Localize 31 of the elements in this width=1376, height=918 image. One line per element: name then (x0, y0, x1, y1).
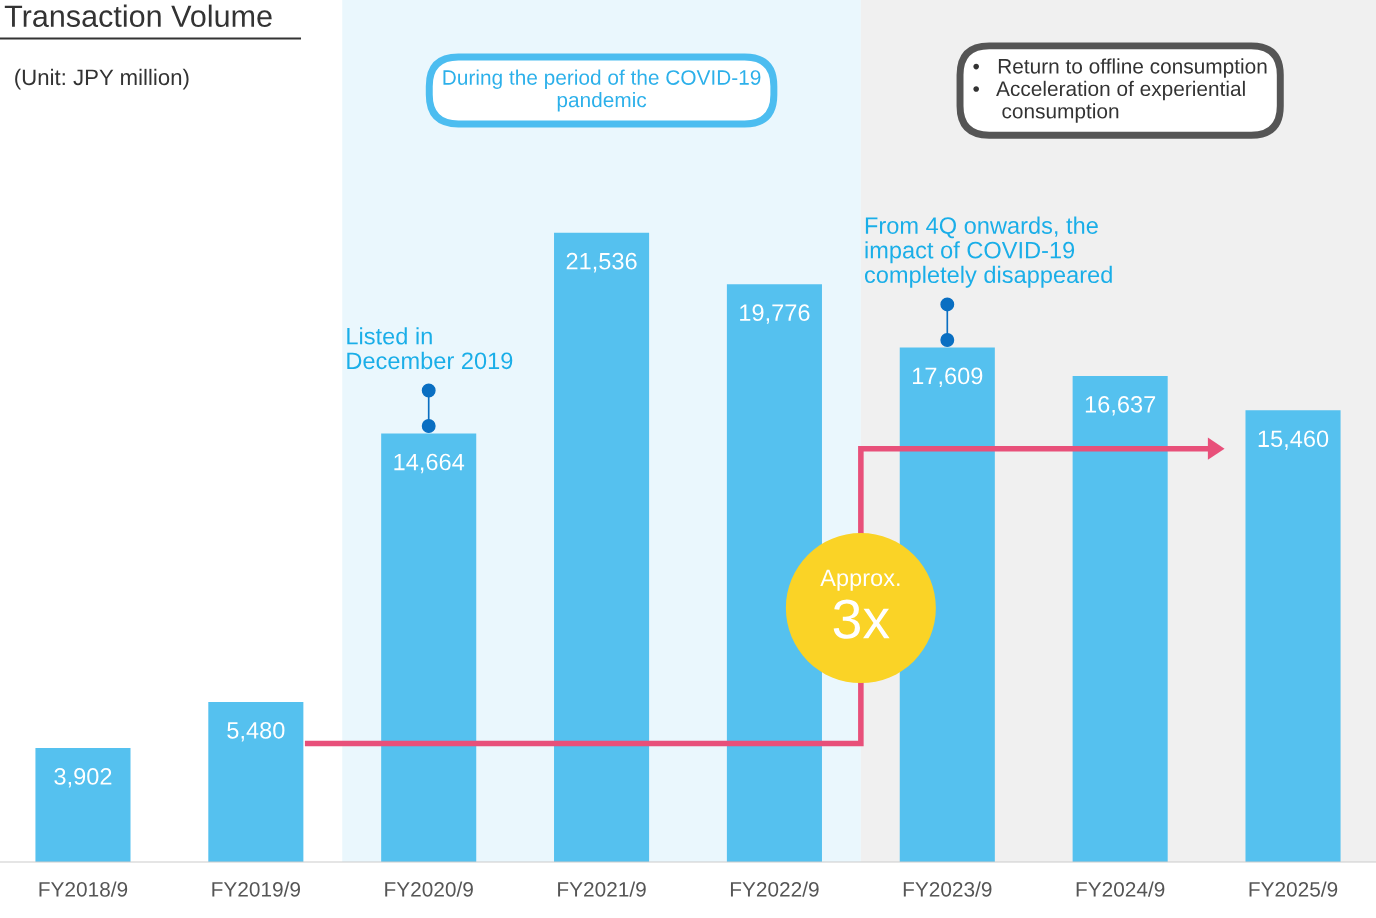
annotation: From 4Q onwards, the impact of COVID-19 completely disappeared (864, 216, 1112, 288)
data-label: 5,480 (227, 721, 285, 742)
bar (726, 284, 822, 862)
x-tick-label: FY2021/9 (558, 881, 646, 897)
band-label: During the period of the COVID-19 pandemic (443, 69, 761, 112)
data-label: 19,776 (740, 304, 810, 324)
band-label: • Return to offline consumption • Acceleration of experiential consumption (973, 58, 1267, 123)
data-label: 14,664 (394, 453, 465, 474)
x-tick-label: FY2025/9 (1249, 881, 1338, 897)
bar (1072, 375, 1168, 862)
bar (381, 433, 477, 862)
bar (1245, 410, 1341, 862)
bar (899, 347, 995, 862)
data-label: 16,637 (1085, 396, 1156, 416)
x-tick-label: FY2019/9 (212, 881, 301, 897)
annotation: Approx. 3x (820, 569, 900, 639)
x-tick-label: FY2018/9 (39, 881, 128, 897)
x-tick-label: FY2020/9 (385, 881, 473, 897)
x-tick-label: FY2023/9 (903, 881, 992, 897)
data-label: 21,536 (566, 252, 637, 273)
chart-title: Transaction Volume (4, 4, 272, 28)
data-label: 17,609 (912, 367, 983, 388)
bar (35, 748, 131, 862)
bar (208, 701, 304, 862)
data-label: 3,902 (54, 768, 112, 788)
x-tick-label: FY2022/9 (730, 881, 819, 897)
x-tick-label: FY2024/9 (1076, 881, 1165, 897)
annotation: Listed in December 2019 (347, 327, 513, 370)
bar (554, 232, 650, 862)
data-label: 15,460 (1258, 430, 1329, 450)
chart-subtitle: (Unit: JPY million) (15, 68, 189, 90)
